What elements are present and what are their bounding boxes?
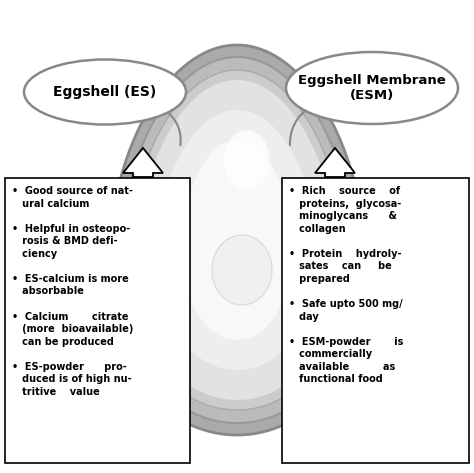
Text: Eggshell (ES): Eggshell (ES)	[54, 85, 156, 99]
Polygon shape	[109, 45, 365, 435]
Polygon shape	[129, 70, 345, 410]
Polygon shape	[119, 57, 355, 423]
Text: •  Rich    source    of
   proteins,  glycosa-
   minoglycans      &
   collagen: • Rich source of proteins, glycosa- mino…	[289, 186, 403, 385]
Text: •  Good source of nat-
   ural calcium

•  Helpful in osteopo-
   rosis & BMD de: • Good source of nat- ural calcium • Hel…	[12, 186, 133, 397]
Polygon shape	[137, 80, 337, 400]
Polygon shape	[123, 148, 163, 177]
Polygon shape	[157, 110, 317, 370]
Ellipse shape	[212, 235, 272, 305]
Polygon shape	[182, 140, 292, 340]
FancyBboxPatch shape	[5, 178, 190, 463]
Ellipse shape	[225, 130, 270, 190]
Ellipse shape	[286, 52, 458, 124]
Ellipse shape	[24, 60, 186, 124]
FancyBboxPatch shape	[282, 178, 469, 463]
Polygon shape	[315, 148, 355, 177]
Text: Eggshell Membrane
(ESM): Eggshell Membrane (ESM)	[298, 74, 446, 102]
